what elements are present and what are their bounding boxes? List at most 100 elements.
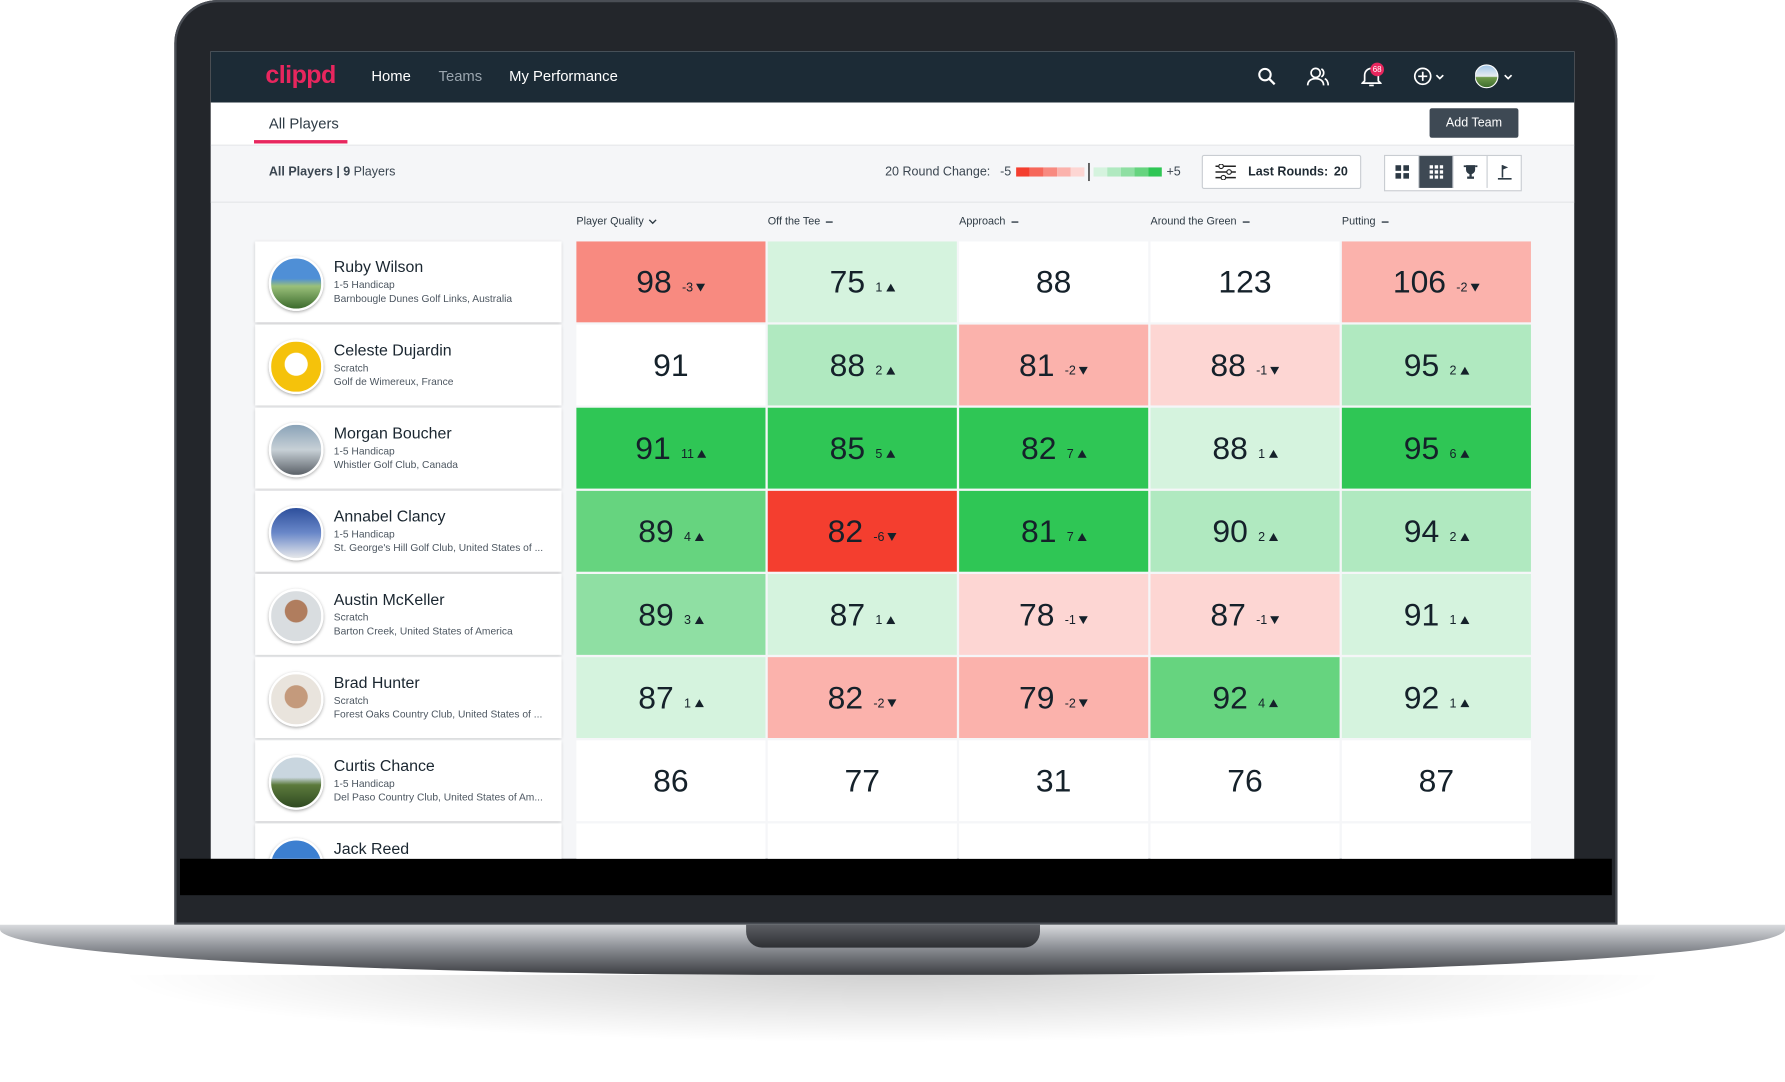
player-card[interactable]: Curtis Chance 1-5 Handicap Del Paso Countr…	[255, 740, 562, 822]
stat-change: -2	[1065, 364, 1089, 378]
profile-menu[interactable]	[1475, 64, 1516, 89]
last-rounds-value: 20	[1333, 165, 1348, 179]
stat-cell[interactable]: 88 -1	[1150, 324, 1340, 406]
nav-bar: clippd Home Teams My Performance 68	[210, 51, 1575, 103]
stat-value: 85	[829, 429, 866, 466]
stat-cell[interactable]	[576, 823, 766, 859]
player-card[interactable]: Jack Reed	[255, 823, 562, 859]
add-team-button[interactable]: Add Team	[1429, 108, 1519, 138]
stat-cell[interactable]	[1341, 823, 1531, 859]
stat-change: -2	[1065, 696, 1089, 710]
stat-cell[interactable]: 78 -1	[959, 574, 1149, 655]
stat-cell[interactable]: 79 -2	[959, 657, 1149, 739]
player-card[interactable]: Celeste Dujardin Scratch Golf de Wimereux,…	[255, 324, 562, 406]
player-unit: Players	[353, 165, 396, 179]
stat-cell[interactable]: 88	[959, 241, 1149, 323]
change-value: 1	[1449, 613, 1457, 627]
stat-cell[interactable]: 95 2	[1341, 324, 1531, 406]
player-club: Barton Creek, United States of America	[333, 625, 513, 637]
stat-cell[interactable]: 91 11	[576, 407, 766, 489]
change-value: -1	[1064, 613, 1076, 627]
column-header[interactable]: Player Quality	[576, 215, 657, 228]
player-card[interactable]: Brad Hunter Scratch Forest Oaks Country Cl…	[255, 657, 562, 739]
down-arrow	[887, 699, 898, 708]
stat-cell[interactable]	[767, 823, 957, 859]
stat-cell[interactable]: 82 -2	[767, 657, 957, 739]
last-rounds-button[interactable]: Last Rounds: 20	[1201, 154, 1362, 190]
column-title: Putting	[1341, 215, 1376, 228]
stat-cell[interactable]: 85 5	[767, 407, 957, 489]
stat-cell[interactable]: 76	[1150, 740, 1340, 822]
stat-cell[interactable]: 123	[1150, 241, 1340, 323]
stat-cell[interactable]: 81 -2	[959, 324, 1149, 406]
stat-cell[interactable]: 86	[576, 740, 766, 822]
stat-cell[interactable]: 87 -1	[1150, 574, 1340, 655]
stat-cell[interactable]: 89 3	[576, 574, 766, 655]
view-trophy[interactable]	[1453, 156, 1488, 188]
stat-value: 92	[1403, 679, 1440, 715]
stat-cell[interactable]: 88 2	[767, 324, 957, 406]
tab[interactable]: All Players	[268, 115, 339, 133]
player-club: St. George's Hill Golf Club, United Stat…	[333, 542, 544, 554]
view-tiles[interactable]	[1385, 156, 1420, 188]
stat-cell[interactable]: 95 6	[1341, 407, 1531, 489]
player-card[interactable]: Ruby Wilson 1-5 Handicap Barnbougle Dunes …	[255, 241, 562, 323]
player-card[interactable]: Annabel Clancy 1-5 Handicap St. George's H…	[255, 490, 562, 572]
down-arrow	[1079, 699, 1089, 708]
view-grid[interactable]	[1419, 156, 1454, 188]
column-header[interactable]: Putting	[1342, 215, 1389, 228]
avatar	[268, 422, 324, 478]
round-change-label: 20 Round Change:	[885, 165, 991, 179]
stat-change: 1	[875, 613, 895, 627]
change-value: 1	[1258, 447, 1266, 461]
player-name: Brad Hunter	[333, 673, 420, 692]
view-course[interactable]	[1488, 156, 1521, 188]
stat-cell[interactable]: 31	[959, 740, 1149, 822]
stat-cell[interactable]: 90 2	[1150, 490, 1340, 572]
stat-cell[interactable]: 81 7	[959, 490, 1149, 572]
up-arrow	[697, 449, 707, 458]
create-menu[interactable]	[1412, 65, 1446, 88]
stat-cell[interactable]: 88 1	[1150, 407, 1340, 489]
column-header[interactable]: Around the Green	[1150, 215, 1250, 228]
change-value: -1	[1256, 363, 1268, 378]
logo[interactable]: clippd	[265, 60, 336, 89]
stat-cell[interactable]: 82 7	[959, 407, 1149, 489]
stat-cell[interactable]: 92 1	[1341, 657, 1531, 739]
column-header[interactable]: Off the Tee	[768, 215, 834, 228]
up-arrow	[885, 366, 895, 375]
stat-cell[interactable]: 92 4	[1150, 657, 1340, 739]
stat-cell[interactable]: 77	[767, 740, 957, 822]
column-header[interactable]: Approach	[959, 215, 1019, 228]
stat-cell[interactable]: 91	[576, 324, 766, 406]
nav-link[interactable]: My Performance	[509, 67, 618, 85]
people-icon[interactable]	[1306, 66, 1330, 87]
stat-cell[interactable]: 106 -2	[1341, 241, 1531, 323]
column-title: Off the Tee	[767, 215, 821, 228]
stat-cell[interactable]: 94 2	[1341, 490, 1531, 572]
up-arrow	[694, 616, 704, 625]
stat-cell[interactable]: 82 -6	[767, 490, 957, 572]
stat-cell[interactable]: 91 1	[1341, 574, 1531, 655]
nav-link[interactable]: Home	[371, 67, 411, 85]
change-value: -2	[1064, 363, 1076, 378]
search-icon[interactable]	[1256, 66, 1277, 87]
stat-cell[interactable]	[959, 823, 1149, 859]
down-arrow	[887, 533, 898, 541]
stat-cell[interactable]: 87 1	[576, 657, 766, 739]
avatar	[268, 588, 324, 644]
stat-cell[interactable]: 75 1	[767, 241, 957, 323]
player-card[interactable]: Morgan Boucher 1-5 Handicap Whistler Golf …	[255, 407, 562, 489]
player-card[interactable]: Austin McKeller Scratch Barton Creek, Unit…	[255, 574, 562, 655]
stat-cell[interactable]: 87	[1341, 740, 1531, 822]
change-value: 2	[875, 363, 883, 378]
filter-icon	[1215, 164, 1236, 180]
nav-link[interactable]: Teams	[438, 67, 483, 85]
stat-cell[interactable]: 98 -3	[576, 241, 766, 323]
stat-cell[interactable]	[1150, 823, 1340, 859]
stat-cell[interactable]: 87 1	[767, 574, 957, 655]
column-title: Player Quality	[576, 215, 644, 228]
change-value: 1	[875, 280, 883, 295]
stat-cell[interactable]: 89 4	[576, 490, 766, 572]
